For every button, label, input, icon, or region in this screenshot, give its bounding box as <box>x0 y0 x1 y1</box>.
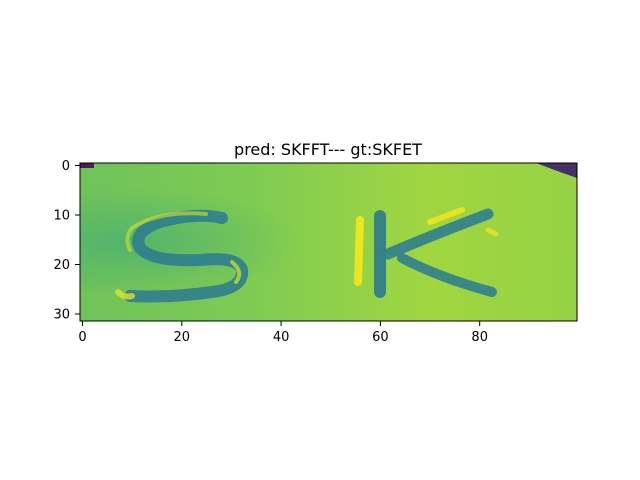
corner-dark-top-right <box>536 163 577 178</box>
x-tick-label: 0 <box>78 330 86 345</box>
y-tick-label: 0 <box>62 159 70 174</box>
heatmap-image <box>80 163 577 321</box>
y-axis: 0 10 20 30 <box>53 159 80 323</box>
x-tick-label: 80 <box>471 330 488 345</box>
letter-s <box>115 209 249 303</box>
y-tick-label: 30 <box>53 308 70 323</box>
x-tick-label: 60 <box>372 330 389 345</box>
x-tick-label: 40 <box>273 330 290 345</box>
letter-k <box>354 207 499 298</box>
x-axis: 0 20 40 60 80 <box>78 321 488 345</box>
y-tick-label: 20 <box>53 258 70 273</box>
y-tick-label: 10 <box>53 209 70 224</box>
corner-dark-top-left <box>80 163 94 168</box>
axes-frame <box>79 162 578 322</box>
x-tick-label: 20 <box>174 330 191 345</box>
figure-title: pred: SKFFT--- gt:SKFET <box>234 140 422 159</box>
